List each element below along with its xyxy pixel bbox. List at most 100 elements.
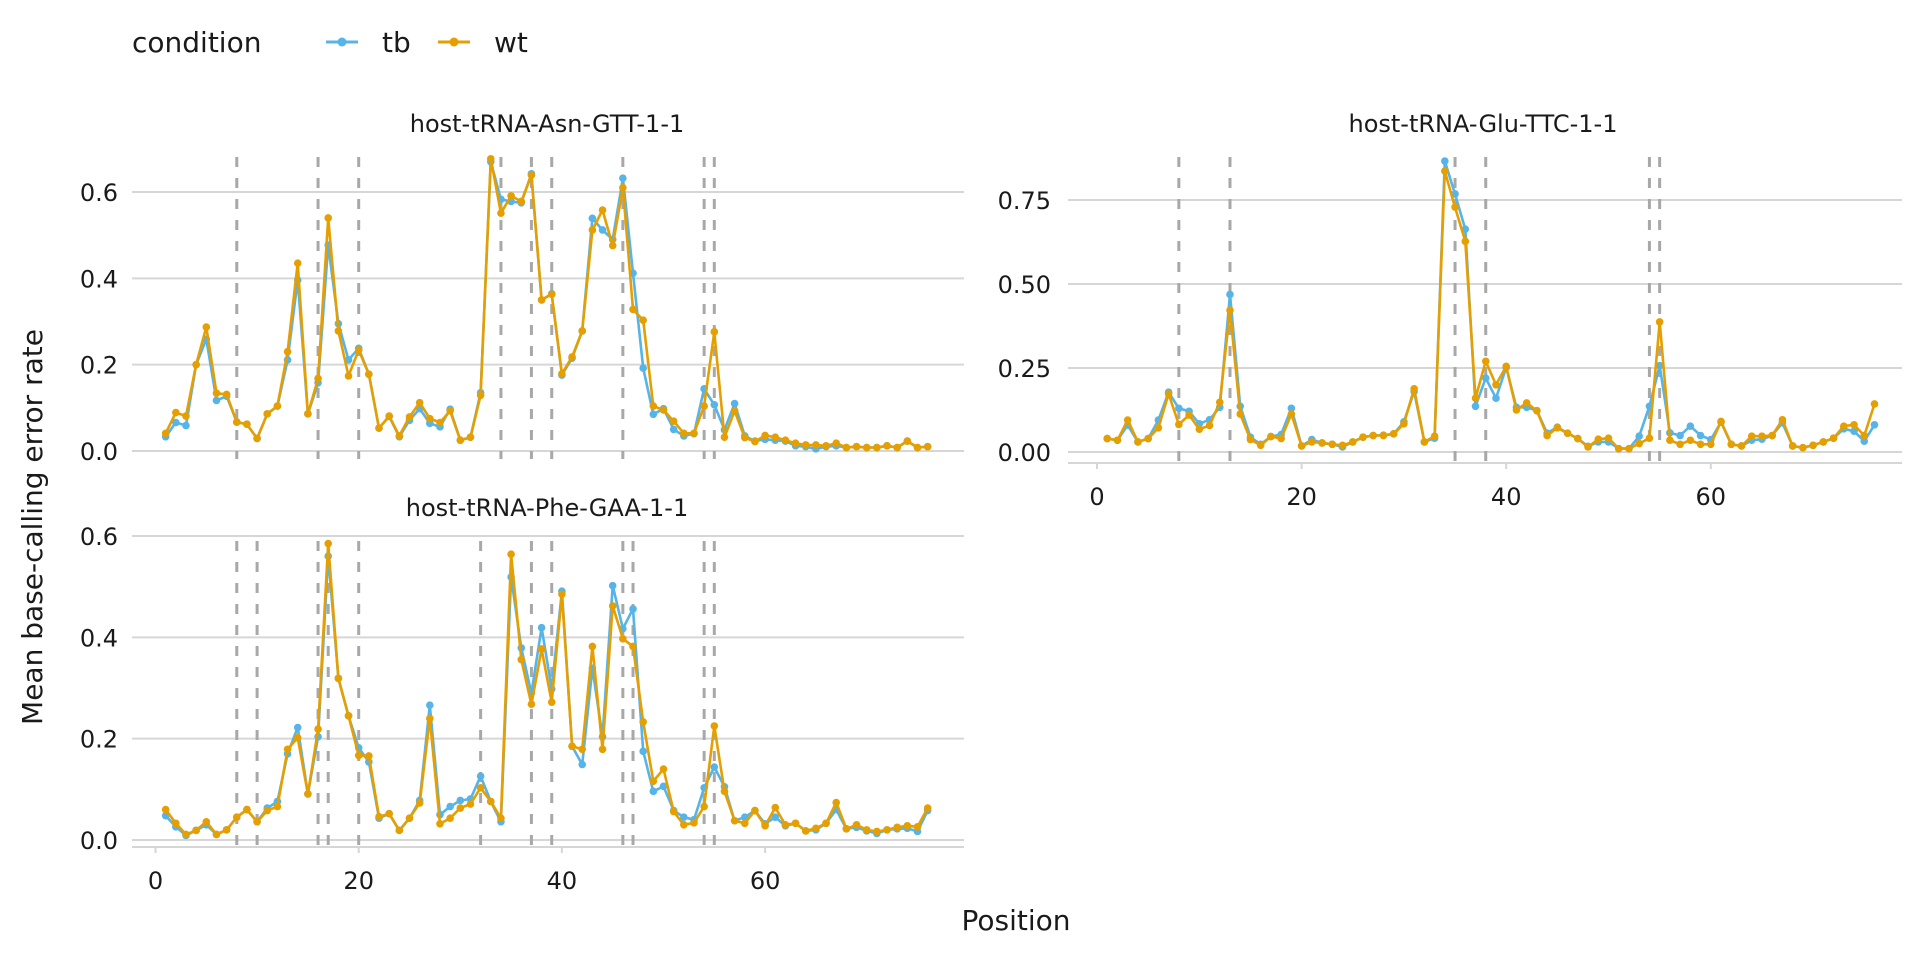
data-point-tb (619, 174, 627, 182)
data-point-wt (761, 822, 769, 830)
data-point-wt (639, 316, 647, 324)
data-point-wt (1809, 441, 1817, 450)
data-point-wt (1533, 406, 1541, 415)
data-point-wt (730, 816, 739, 825)
data-point-wt (446, 814, 454, 823)
data-point-wt (1195, 425, 1204, 433)
data-point-wt (1175, 420, 1183, 429)
data-point-wt (680, 429, 688, 438)
data-point-wt (497, 814, 505, 823)
data-point-wt (1666, 436, 1674, 445)
x-tick-label: 0 (1089, 483, 1104, 511)
data-point-wt (1645, 434, 1654, 443)
data-point-wt (1134, 438, 1142, 446)
data-point-tb (639, 364, 647, 372)
data-point-wt (222, 826, 231, 834)
data-point-wt (1277, 434, 1285, 443)
data-point-wt (232, 418, 241, 426)
data-point-wt (862, 826, 871, 834)
data-point-wt (517, 197, 526, 206)
data-point-wt (405, 413, 414, 421)
data-point-tb (649, 787, 658, 796)
data-point-wt (1348, 438, 1357, 446)
data-point-wt (1308, 438, 1316, 446)
x-tick-label: 60 (750, 867, 781, 895)
data-point-wt (1686, 436, 1695, 445)
data-point-wt (862, 443, 871, 452)
data-point-wt (1543, 431, 1551, 440)
data-point-wt (680, 820, 688, 829)
facet-panel: host-tRNA-Asn-GTT-1-1 0.0 0.2 0.4 0.6 (80, 110, 964, 466)
data-point-wt (293, 733, 302, 742)
data-point-wt (1369, 431, 1378, 440)
data-point-wt (649, 402, 658, 410)
data-point-wt (1267, 432, 1275, 441)
data-point-wt (1164, 390, 1173, 398)
data-point-wt (720, 787, 729, 796)
data-point-wt (1870, 400, 1879, 408)
y-tick-label: 0.00 (998, 439, 1051, 467)
data-point-wt (476, 391, 485, 400)
data-point-wt (273, 402, 282, 410)
data-point-wt (212, 389, 221, 397)
data-point-wt (893, 443, 901, 452)
data-point-wt (842, 443, 851, 452)
data-point-wt (771, 433, 780, 441)
data-point-wt (1788, 442, 1797, 450)
data-point-wt (273, 802, 282, 811)
data-point-wt (161, 429, 170, 438)
data-point-wt (883, 826, 891, 834)
data-point-wt (1471, 394, 1480, 403)
y-tick-label: 0.75 (998, 187, 1051, 215)
legend-key-tb-point (337, 37, 347, 47)
legend-item-tb: tb (326, 26, 411, 59)
x-tick-label: 60 (1696, 483, 1727, 511)
data-point-wt (1625, 444, 1633, 453)
y-tick-label: 0.0 (80, 827, 118, 855)
data-point-wt (781, 820, 790, 829)
data-point-wt (700, 802, 708, 811)
data-point-wt (314, 725, 322, 733)
x-tick-label: 40 (547, 867, 578, 895)
data-point-wt (822, 442, 830, 450)
data-point-tb (1686, 422, 1695, 430)
data-point-tb (172, 418, 180, 427)
data-point-wt (1676, 440, 1684, 449)
data-point-wt (1604, 434, 1613, 443)
data-point-tb (1481, 374, 1490, 382)
data-point-wt (466, 433, 475, 441)
legend: condition tb wt (132, 26, 528, 59)
data-point-wt (1737, 442, 1746, 450)
data-point-wt (232, 813, 241, 821)
data-point-wt (1338, 441, 1347, 450)
data-point-wt (375, 812, 383, 821)
data-point-tb (456, 796, 465, 805)
legend-title: condition (132, 26, 261, 59)
data-point-wt (1492, 381, 1500, 389)
data-point-wt (1410, 385, 1418, 393)
data-point-wt (192, 826, 200, 835)
data-point-tb (629, 605, 637, 613)
data-point-wt (639, 718, 647, 726)
data-point-wt (1400, 419, 1408, 428)
y-tick-label: 0.2 (80, 726, 118, 754)
data-point-tb (1492, 394, 1500, 403)
data-point-wt (1461, 237, 1470, 246)
facet-title: host-tRNA-Phe-GAA-1-1 (406, 494, 688, 522)
data-point-wt (283, 745, 292, 754)
data-point-wt (1451, 203, 1459, 211)
data-point-wt (1574, 434, 1582, 443)
data-point-tb (1471, 402, 1480, 411)
data-point-wt (202, 817, 211, 826)
data-point-wt (659, 406, 668, 414)
y-tick-label: 0.4 (80, 265, 118, 293)
data-point-wt (629, 642, 637, 651)
data-point-wt (1553, 424, 1562, 432)
data-point-wt (1318, 439, 1326, 447)
data-point-tb (293, 723, 302, 732)
data-point-wt (1829, 434, 1838, 443)
data-point-wt (923, 804, 932, 812)
data-point-tb (1635, 432, 1643, 441)
x-tick-label: 20 (1286, 483, 1317, 511)
data-point-wt (1154, 424, 1163, 432)
